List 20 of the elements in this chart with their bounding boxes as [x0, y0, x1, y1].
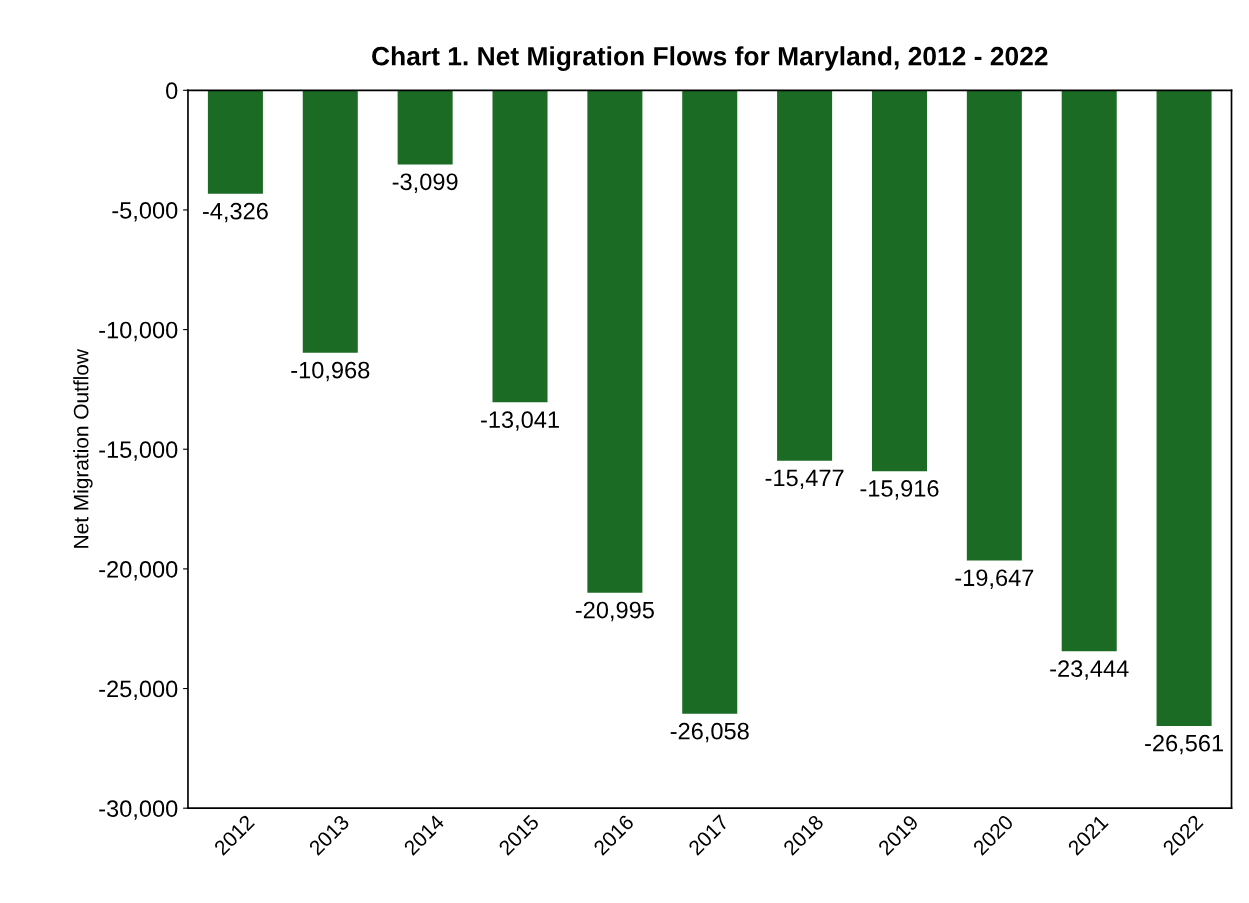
y-tick-label: -5,000	[112, 202, 178, 222]
data-label: -23,444	[1050, 660, 1129, 680]
y-tick-label: -25,000	[99, 680, 178, 701]
chart-title: Chart 1. Net Migration Flows for Maryland, 2012 - 2022	[372, 46, 1048, 71]
y-axis-title: Net Migration Outflow	[73, 349, 93, 548]
data-label: -20,995	[575, 601, 654, 622]
data-label: -26,561	[1145, 734, 1223, 755]
data-label: -19,647	[955, 569, 1034, 589]
data-label: -3,099	[392, 173, 458, 193]
y-tick-label: -30,000	[99, 800, 178, 820]
data-label: -10,968	[291, 361, 370, 382]
y-tick-label: -20,000	[99, 560, 178, 581]
data-label: -26,058	[670, 722, 749, 743]
data-label: -13,041	[481, 411, 559, 431]
y-tick-label: 0	[166, 82, 178, 100]
data-label: -4,326	[202, 202, 268, 223]
y-tick-label: -10,000	[99, 321, 178, 342]
data-label: -15,916	[860, 480, 939, 500]
y-tick-label: -15,000	[99, 441, 178, 461]
data-label: -15,477	[765, 469, 844, 490]
